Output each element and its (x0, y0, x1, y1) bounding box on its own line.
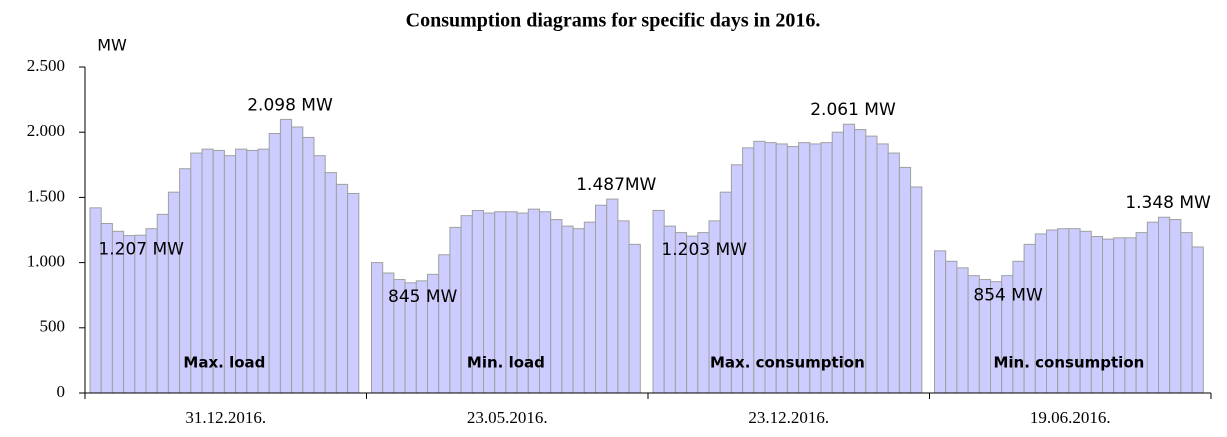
bar (335, 183, 349, 394)
group-label: Max. consumption (710, 354, 865, 372)
bar (595, 204, 608, 394)
chart-title: Consumption diagrams for specific days i… (406, 10, 821, 32)
x-tick-label: 23.12.2016. (748, 408, 829, 427)
data-label: 1.348 MW (1125, 193, 1211, 213)
bar (561, 225, 574, 394)
bar (313, 155, 326, 394)
data-label: 854 MW (973, 286, 1043, 306)
data-label: 2.061 MW (810, 100, 896, 120)
bar (910, 186, 923, 394)
bar (865, 135, 878, 394)
data-label: 1.207 MW (98, 240, 184, 260)
bar (279, 118, 293, 394)
y-tick-label: 2.000 (27, 121, 65, 140)
bar (291, 126, 304, 394)
bar (1169, 219, 1182, 394)
group-label: Min. consumption (993, 354, 1144, 372)
bar (583, 221, 596, 394)
bar (876, 143, 889, 394)
bar (628, 243, 641, 394)
x-tick-label: 19.06.2016. (1030, 408, 1111, 427)
bar (887, 152, 900, 394)
bar (371, 262, 384, 394)
group-label: Min. load (467, 354, 545, 372)
group-label: Max. load (183, 354, 265, 372)
bar (89, 207, 102, 394)
data-label: 2.098 MW (247, 95, 333, 115)
bar (1180, 232, 1193, 394)
bar (550, 219, 563, 394)
y-tick-label: 500 (40, 317, 66, 336)
bar (1191, 246, 1204, 394)
bar (302, 136, 315, 394)
bar (324, 172, 337, 394)
bar (652, 209, 665, 394)
bar (1012, 260, 1025, 394)
bar (268, 133, 281, 394)
y-axis-label: MW (97, 36, 127, 55)
bar (1146, 221, 1160, 394)
bar (167, 191, 181, 394)
bar (449, 226, 462, 394)
y-tick-label: 1.000 (27, 252, 65, 271)
bar (617, 220, 630, 394)
y-tick-label: 0 (57, 382, 66, 401)
bar (347, 192, 360, 394)
bar (606, 198, 619, 394)
data-label: 1.203 MW (661, 240, 747, 260)
bar (898, 166, 912, 394)
bar (934, 250, 947, 394)
y-tick-label: 2.500 (27, 56, 65, 75)
bar (438, 254, 451, 394)
bar (956, 267, 969, 394)
data-label: 845 MW (388, 287, 458, 307)
data-label: 1.487MW (576, 175, 656, 195)
x-tick-label: 31.12.2016. (185, 408, 266, 427)
y-tick-label: 1.500 (27, 186, 65, 205)
bar (572, 228, 585, 394)
bar (945, 260, 958, 394)
x-tick-label: 23.05.2016. (467, 408, 548, 427)
bar (1158, 216, 1171, 394)
